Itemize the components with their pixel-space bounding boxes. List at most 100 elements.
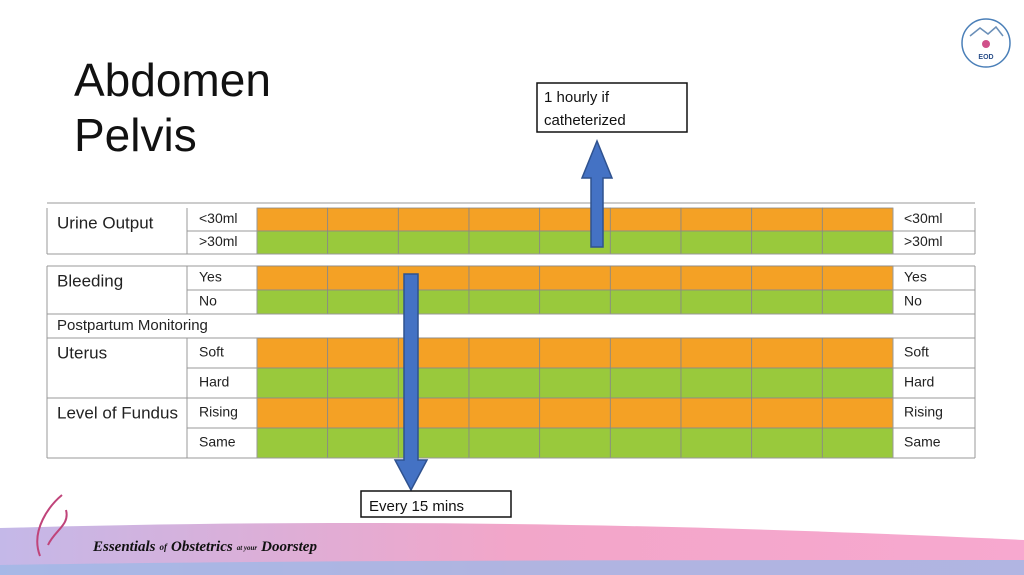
callout-text: 1 hourly if — [544, 89, 610, 106]
status-cell — [256, 230, 329, 255]
status-cell — [821, 230, 894, 255]
status-cell — [539, 289, 611, 315]
row-label: Level of Fundus — [57, 403, 178, 422]
status-cell — [680, 265, 753, 291]
option-label-right: Same — [904, 434, 941, 450]
status-cell — [609, 230, 682, 255]
status-cell — [256, 397, 329, 429]
status-cell — [680, 427, 753, 459]
option-label: >30ml — [199, 233, 238, 249]
status-cell — [327, 397, 399, 429]
status-cell — [609, 427, 682, 459]
callout-box — [536, 82, 688, 133]
table: Urine Output <30ml <30ml >30ml >30ml Bleeding… — [46, 202, 976, 459]
status-cell — [751, 397, 823, 429]
option-label-right: >30ml — [904, 233, 943, 249]
callout-text: catheterized — [544, 112, 626, 129]
option-label-right: Hard — [904, 374, 934, 390]
option-label-right: Soft — [904, 344, 929, 360]
status-cell — [256, 207, 329, 232]
status-cell — [821, 397, 894, 429]
status-cell — [609, 289, 682, 315]
status-cell — [751, 367, 823, 399]
footer-brand: Essentials of Obstetrics at your Doorste… — [92, 539, 317, 556]
status-cell — [609, 397, 682, 429]
status-cell — [609, 337, 682, 369]
status-cell — [609, 265, 682, 291]
option-label: Hard — [199, 374, 229, 390]
arrow-down — [393, 273, 429, 492]
status-cell — [327, 289, 399, 315]
option-label-right: Rising — [904, 404, 943, 420]
status-cell — [397, 230, 470, 255]
status-cell — [256, 265, 329, 291]
option-label-right: No — [904, 293, 922, 309]
status-cell — [821, 207, 894, 232]
status-cell — [821, 367, 894, 399]
status-cell — [680, 289, 753, 315]
row-label: Bleeding — [57, 271, 123, 290]
status-cell — [397, 207, 470, 232]
status-cell — [751, 289, 823, 315]
status-cell — [751, 207, 823, 232]
status-cell — [468, 427, 541, 459]
status-cell — [468, 230, 541, 255]
status-cell — [680, 367, 753, 399]
status-cell — [751, 230, 823, 255]
status-cell — [751, 265, 823, 291]
status-cell — [751, 427, 823, 459]
status-cell — [821, 265, 894, 291]
status-cell — [327, 207, 399, 232]
status-cell — [256, 367, 329, 399]
callout-text: Every 15 mins — [369, 498, 464, 515]
status-cell — [327, 427, 399, 459]
status-cell — [468, 289, 541, 315]
status-cell — [609, 367, 682, 399]
status-cell — [327, 230, 399, 255]
status-cell — [609, 207, 682, 232]
overlay: 1 hourly if catheterized Every 15 mins — [360, 82, 688, 518]
brand-part: Essentials — [92, 539, 156, 555]
brand-part: Doorstep — [260, 539, 317, 555]
option-label: Yes — [199, 269, 222, 285]
logo-text: EOD — [978, 54, 993, 61]
footer-band — [0, 560, 1024, 575]
footer-ornament — [36, 494, 68, 557]
option-label: No — [199, 293, 217, 309]
title-line: Abdomen — [74, 54, 271, 106]
option-label: <30ml — [199, 210, 238, 226]
option-label: Rising — [199, 404, 238, 420]
status-cell — [539, 397, 611, 429]
status-cell — [539, 427, 611, 459]
status-cell — [680, 207, 753, 232]
option-label-right: <30ml — [904, 210, 943, 226]
status-cell — [539, 265, 611, 291]
status-cell — [256, 427, 329, 459]
status-cell — [539, 337, 611, 369]
status-cell — [327, 265, 399, 291]
status-cell — [680, 230, 753, 255]
status-cell — [256, 289, 329, 315]
option-label-right: Yes — [904, 269, 927, 285]
option-label: Soft — [199, 344, 224, 360]
arrow-up — [580, 139, 614, 248]
status-cell — [468, 367, 541, 399]
row-label: Uterus — [57, 343, 107, 362]
status-cell — [680, 337, 753, 369]
brand-part: Obstetrics — [171, 539, 233, 555]
status-cell — [327, 337, 399, 369]
status-cell — [468, 397, 541, 429]
status-cell — [821, 337, 894, 369]
status-cell — [821, 289, 894, 315]
status-cell — [821, 427, 894, 459]
logo-icon — [969, 25, 1004, 37]
logo-dot — [982, 40, 990, 48]
title-line: Pelvis — [74, 109, 197, 161]
status-cell — [539, 367, 611, 399]
status-cell — [680, 397, 753, 429]
row-label: Urine Output — [57, 213, 154, 232]
status-cell — [468, 337, 541, 369]
status-cell — [468, 265, 541, 291]
status-cell — [256, 337, 329, 369]
